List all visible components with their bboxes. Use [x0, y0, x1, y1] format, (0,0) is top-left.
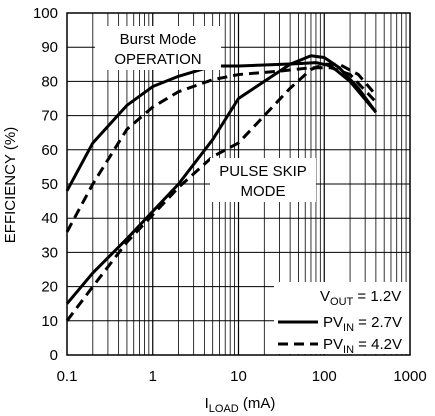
legend-background — [274, 282, 412, 354]
legend-pvin-42: PVIN = 4.2V — [323, 336, 402, 356]
series-line-2 — [65, 66, 377, 233]
series-line-1 — [65, 61, 378, 192]
series-lines — [65, 54, 378, 322]
y-tick-label: 10 — [41, 313, 58, 330]
x-axis-title: ILOAD (mA) — [205, 395, 276, 415]
pulse-skip-label-line1: PULSE SKIP — [219, 163, 307, 180]
burst-mode-label-background — [95, 26, 221, 70]
x-tick-label: 1 — [149, 368, 157, 385]
y-tick-label: 100 — [33, 5, 58, 22]
y-tick-label: 20 — [41, 279, 58, 296]
legend-vout: VOUT = 1.2V — [320, 288, 401, 308]
y-tick-label: 80 — [41, 73, 58, 90]
y-tick-label: 30 — [41, 244, 58, 261]
x-tick-label: 0.1 — [57, 368, 78, 385]
burst-mode-label-line1: Burst Mode — [120, 31, 197, 48]
y-tick-label: 90 — [41, 39, 58, 56]
y-tick-label: 40 — [41, 210, 58, 227]
pulse-skip-label-line2: MODE — [241, 183, 286, 200]
legend-pvin-27: PVIN = 2.7V — [323, 314, 402, 334]
series-line-4 — [65, 62, 378, 322]
plot-frame — [66, 12, 411, 356]
y-axis-title: EFFICIENCY (%) — [2, 127, 19, 243]
y-tick-label: 50 — [41, 176, 58, 193]
series-line-3 — [65, 54, 378, 305]
tick-labels: 0.1 1 10 100 1000 0 10 20 30 40 50 60 70 80 90 100 — [33, 5, 427, 385]
x-tick-label: 1000 — [393, 368, 426, 385]
y-tick-label: 70 — [41, 108, 58, 125]
x-tick-label: 10 — [230, 368, 247, 385]
pulse-skip-label-background — [210, 158, 316, 202]
y-tick-label: 60 — [41, 142, 58, 159]
x-tick-label: 100 — [312, 368, 337, 385]
burst-mode-label-line2: OPERATION — [114, 51, 201, 68]
y-tick-label: 0 — [50, 347, 58, 364]
